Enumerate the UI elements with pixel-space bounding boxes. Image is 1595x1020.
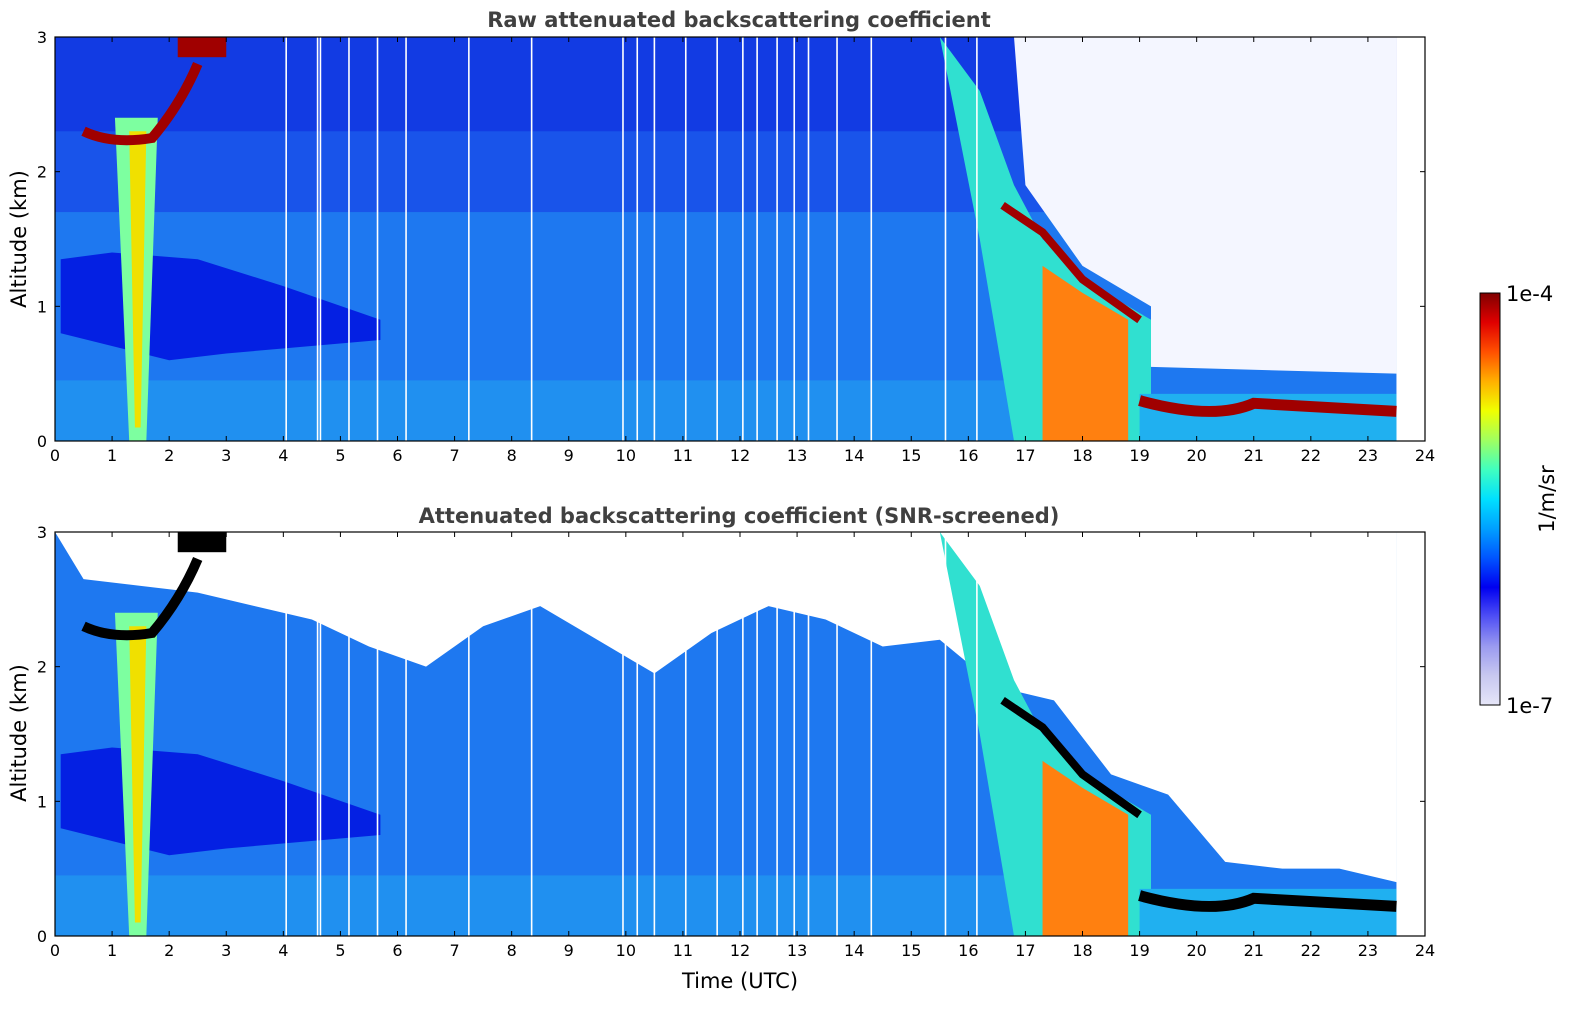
y-tick-label: 2 bbox=[37, 658, 47, 677]
x-tick-label: 23 bbox=[1358, 941, 1378, 960]
sparse-signal-region bbox=[1014, 37, 1397, 374]
x-tick-label: 2 bbox=[164, 941, 174, 960]
y-tick-label: 0 bbox=[37, 927, 47, 946]
y-tick-label: 0 bbox=[37, 432, 47, 451]
x-tick-label: 0 bbox=[50, 446, 60, 465]
boundary-layer-cloud bbox=[1138, 890, 1397, 912]
screened-out-region bbox=[55, 532, 1397, 883]
x-tick-label: 10 bbox=[616, 446, 636, 465]
x-tick-label: 13 bbox=[787, 941, 807, 960]
x-tick-label: 14 bbox=[844, 941, 864, 960]
cloud-layer bbox=[81, 556, 203, 641]
x-tick-label: 3 bbox=[221, 941, 231, 960]
precipitation-core bbox=[129, 626, 147, 923]
x-tick-label: 14 bbox=[844, 446, 864, 465]
x-tick-label: 23 bbox=[1358, 446, 1378, 465]
colorbar: 1e-4 1e-7 1/m/sr bbox=[1479, 282, 1559, 718]
x-tick-label: 22 bbox=[1301, 446, 1321, 465]
panel-title: Raw attenuated backscattering coefficien… bbox=[487, 8, 991, 32]
x-tick-label: 19 bbox=[1129, 446, 1149, 465]
y-tick-label: 1 bbox=[37, 297, 47, 316]
x-tick-label: 21 bbox=[1244, 446, 1264, 465]
colorbar-unit-label: 1/m/sr bbox=[1535, 465, 1559, 533]
x-tick-label: 7 bbox=[449, 446, 459, 465]
x-tick-label: 12 bbox=[730, 446, 750, 465]
y-axis: 0 1 2 3 bbox=[37, 523, 1425, 946]
x-tick-label: 5 bbox=[335, 446, 345, 465]
high-backscatter-precipitation bbox=[1042, 265, 1129, 441]
boundary-layer-cloud bbox=[1138, 395, 1397, 417]
heatmap-screened bbox=[55, 532, 1397, 936]
surface-layer bbox=[55, 875, 1037, 936]
x-tick-label: 13 bbox=[787, 446, 807, 465]
x-tick-label: 16 bbox=[958, 446, 978, 465]
x-tick-label: 9 bbox=[564, 446, 574, 465]
y-tick-label: 3 bbox=[37, 28, 47, 47]
colorbar-min-label: 1e-7 bbox=[1506, 694, 1553, 718]
panel-raw: Raw attenuated backscattering coefficien… bbox=[7, 8, 1435, 465]
x-tick-label: 16 bbox=[958, 941, 978, 960]
cloud-layer bbox=[81, 61, 203, 146]
x-tick-label: 4 bbox=[278, 446, 288, 465]
x-tick-label: 6 bbox=[392, 446, 402, 465]
panel-title: Attenuated backscattering coefficient (S… bbox=[419, 504, 1060, 528]
x-tick-label: 5 bbox=[335, 941, 345, 960]
y-tick-label: 1 bbox=[37, 792, 47, 811]
surface-layer bbox=[55, 380, 1037, 441]
x-tick-label: 8 bbox=[507, 941, 517, 960]
y-axis-label: Altitude (km) bbox=[7, 170, 31, 308]
y-axis-label: Altitude (km) bbox=[7, 664, 31, 802]
x-tick-label: 24 bbox=[1415, 941, 1435, 960]
x-tick-label: 4 bbox=[278, 941, 288, 960]
cloud-top bbox=[177, 37, 227, 58]
heatmap-raw bbox=[55, 37, 1397, 442]
x-tick-label: 11 bbox=[673, 446, 693, 465]
x-tick-label: 9 bbox=[564, 941, 574, 960]
x-tick-label: 8 bbox=[507, 446, 517, 465]
x-tick-label: 22 bbox=[1301, 941, 1321, 960]
x-tick-label: 20 bbox=[1186, 446, 1206, 465]
x-tick-label: 20 bbox=[1186, 941, 1206, 960]
x-tick-label: 1 bbox=[107, 446, 117, 465]
x-axis: 0 1 2 3 4 5 6 7 8 9 10 11 12 13 14 15 16 17 18 19 20 21 22 23 24 bbox=[50, 532, 1435, 960]
y-tick-label: 2 bbox=[37, 163, 47, 182]
x-tick-label: 18 bbox=[1072, 446, 1092, 465]
x-tick-label: 15 bbox=[901, 446, 921, 465]
x-tick-label: 19 bbox=[1129, 941, 1149, 960]
x-tick-label: 7 bbox=[449, 941, 459, 960]
x-tick-label: 12 bbox=[730, 941, 750, 960]
cloud-top bbox=[177, 532, 227, 553]
cloud-top-descending bbox=[1000, 697, 1142, 819]
x-axis: 0 1 2 3 4 5 6 7 8 9 10 11 12 13 14 15 16 17 18 19 20 21 22 23 24 bbox=[50, 37, 1435, 465]
panel-screened: Attenuated backscattering coefficient (S… bbox=[7, 504, 1435, 993]
x-tick-label: 2 bbox=[164, 446, 174, 465]
precipitation-core bbox=[129, 131, 147, 428]
x-tick-label: 0 bbox=[50, 941, 60, 960]
cloud-top-descending bbox=[1000, 202, 1142, 324]
x-tick-label: 17 bbox=[1015, 446, 1035, 465]
x-tick-label: 17 bbox=[1015, 941, 1035, 960]
x-axis-label: Time (UTC) bbox=[681, 969, 798, 993]
high-backscatter-precipitation bbox=[1042, 760, 1129, 936]
x-tick-label: 21 bbox=[1244, 941, 1264, 960]
y-tick-label: 3 bbox=[37, 523, 47, 542]
x-tick-label: 24 bbox=[1415, 446, 1435, 465]
x-tick-label: 3 bbox=[221, 446, 231, 465]
x-tick-label: 11 bbox=[673, 941, 693, 960]
x-tick-label: 18 bbox=[1072, 941, 1092, 960]
y-axis: 0 1 2 3 bbox=[37, 28, 1425, 451]
colorbar-max-label: 1e-4 bbox=[1506, 282, 1553, 306]
colorbar-gradient bbox=[1479, 292, 1501, 706]
x-tick-label: 10 bbox=[616, 941, 636, 960]
x-tick-label: 15 bbox=[901, 941, 921, 960]
x-tick-label: 1 bbox=[107, 941, 117, 960]
x-tick-label: 6 bbox=[392, 941, 402, 960]
